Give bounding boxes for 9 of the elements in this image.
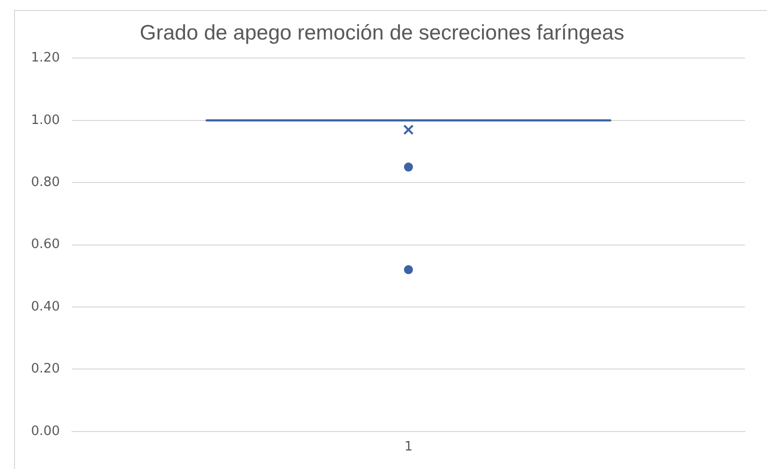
x-tick-label: 1	[404, 440, 413, 455]
y-tick-label: 0.00	[30, 424, 60, 439]
y-tick-label: 0.20	[30, 362, 60, 377]
y-tick-label: 0.60	[30, 237, 60, 252]
y-tick-label: 0.40	[30, 299, 60, 314]
y-tick-label: 1.00	[30, 112, 60, 128]
y-tick-label: 0.80	[30, 174, 60, 190]
chart-title: Grado de apego remoción de secreciones faríngeas	[140, 21, 624, 44]
y-tick-label: 1.20	[30, 50, 60, 66]
